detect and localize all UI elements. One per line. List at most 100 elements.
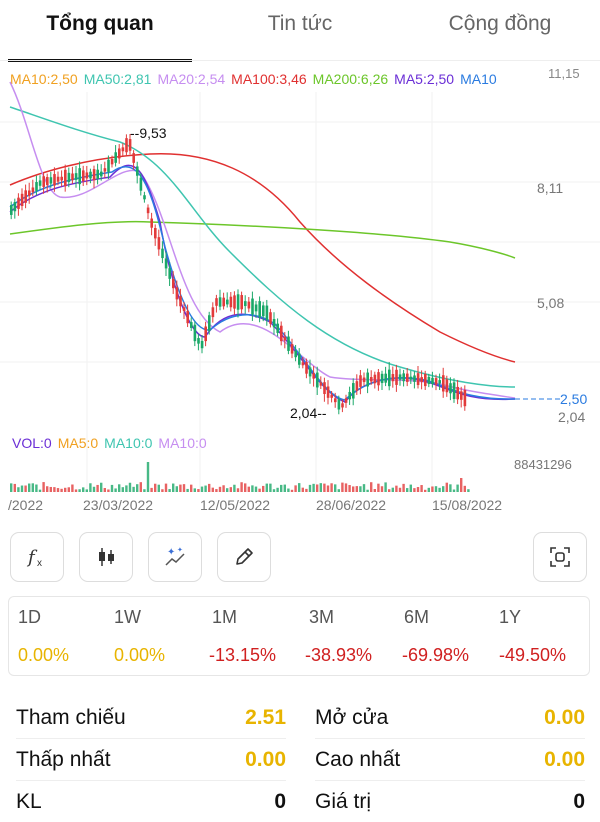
candle-body (326, 386, 330, 398)
volume-bar (460, 478, 463, 492)
candle-body (352, 383, 355, 399)
tab-community[interactable]: Cộng đồng (448, 12, 552, 35)
candle-body (78, 168, 81, 185)
candle-body (24, 190, 27, 203)
candle-body (312, 373, 315, 379)
candle-body (276, 323, 279, 333)
candle-body (348, 391, 351, 400)
candle-body (168, 268, 171, 279)
volume-bar (92, 486, 96, 492)
volume-bar (175, 486, 178, 492)
volume-bar (294, 485, 297, 492)
stat-value: 0.00 (544, 748, 585, 771)
candle-body (13, 202, 17, 212)
legend-item: MA5:2,50 (394, 71, 454, 87)
candle-body (31, 187, 35, 193)
volume-bar (445, 482, 448, 492)
volume-bar (172, 483, 175, 492)
volume-bar (258, 488, 261, 492)
volume-bar (427, 487, 430, 492)
candle-body (128, 139, 132, 151)
volume-bars (10, 462, 470, 492)
volume-bar (449, 484, 452, 492)
date-label: 23/03/2022 (83, 497, 153, 513)
candle-body (92, 169, 96, 181)
tab-news[interactable]: Tin tức (267, 12, 333, 35)
draw-button[interactable] (217, 532, 271, 582)
candle-body (204, 326, 207, 342)
svg-text:✦: ✦ (167, 547, 175, 558)
volume-bar (42, 482, 45, 492)
candle-body (449, 383, 452, 394)
volume-bar (125, 485, 128, 492)
candle-body (60, 176, 63, 181)
volume-bar (388, 489, 391, 492)
volume-bar (424, 489, 427, 492)
stat-label: Mở cửa (315, 706, 389, 729)
volume-bar (377, 483, 380, 492)
candle-body (132, 153, 135, 163)
candle-body (53, 174, 56, 186)
tab-overview[interactable]: Tổng quan (0, 0, 200, 62)
legend-item: MA5:0 (58, 435, 99, 451)
candle-body (211, 307, 215, 318)
volume-bar (355, 486, 358, 492)
stat-value: 0.00 (544, 706, 585, 729)
volume-bar (204, 485, 207, 492)
price-tick-5-08: 5,08 (537, 295, 564, 311)
volume-bar (226, 488, 229, 492)
candle-body (229, 296, 233, 308)
divider (315, 780, 585, 781)
candle-body (452, 382, 456, 399)
volume-bar (308, 484, 312, 492)
period-value-1d: 0.00% (18, 645, 70, 665)
candle-body (85, 172, 89, 179)
volume-bar (208, 483, 211, 492)
volume-bar (146, 462, 150, 492)
legend-item: MA200:6,26 (313, 71, 389, 87)
legend-item: MA50:2,81 (84, 71, 152, 87)
volume-bar (182, 484, 186, 492)
stat-reference: Tham chiếu 2.51 (16, 698, 286, 738)
volume-bar (330, 483, 333, 492)
candle-body (445, 379, 449, 393)
volume-bar (186, 488, 189, 492)
volume-bar (218, 486, 222, 492)
smart-chart-button[interactable]: ✦ ✦ (148, 532, 202, 582)
legend-item: MA20:2,54 (157, 71, 225, 87)
screenshot-button[interactable] (533, 532, 587, 582)
chart-type-button[interactable] (79, 532, 133, 582)
price-chart[interactable]: MA10:2,50 MA50:2,81 MA20:2,54 MA100:3,46 MA2… (0, 62, 600, 522)
volume-bar (17, 487, 20, 492)
volume-bar (254, 486, 258, 492)
candle-body (272, 318, 276, 328)
volume-bar (118, 484, 121, 492)
candle-body (366, 372, 369, 387)
volume-bar (46, 486, 49, 492)
candle-body (287, 336, 290, 351)
volume-bar (139, 482, 142, 492)
candle-body (218, 297, 222, 307)
volume-bar (121, 487, 124, 492)
magic-chart-icon: ✦ ✦ (165, 546, 185, 566)
ma-line (9, 152, 516, 363)
volume-bar (35, 484, 38, 492)
volume-bar (10, 483, 13, 492)
candle-body (67, 172, 71, 182)
candle-body (402, 373, 405, 382)
volume-bar (38, 489, 42, 492)
volume-bar (341, 482, 344, 492)
volume-bar (107, 489, 110, 492)
legend-item: MA100:3,46 (231, 71, 307, 87)
candle-body (377, 372, 380, 386)
volume-bar (348, 485, 351, 492)
volume-bar (193, 488, 196, 492)
legend-item: MA10:2,50 (10, 71, 78, 87)
candle-body (406, 373, 409, 382)
volume-bar (373, 489, 376, 492)
volume-bar (431, 486, 434, 492)
candle-body (125, 138, 128, 153)
candle-body (200, 340, 204, 349)
candle-body (103, 168, 107, 172)
